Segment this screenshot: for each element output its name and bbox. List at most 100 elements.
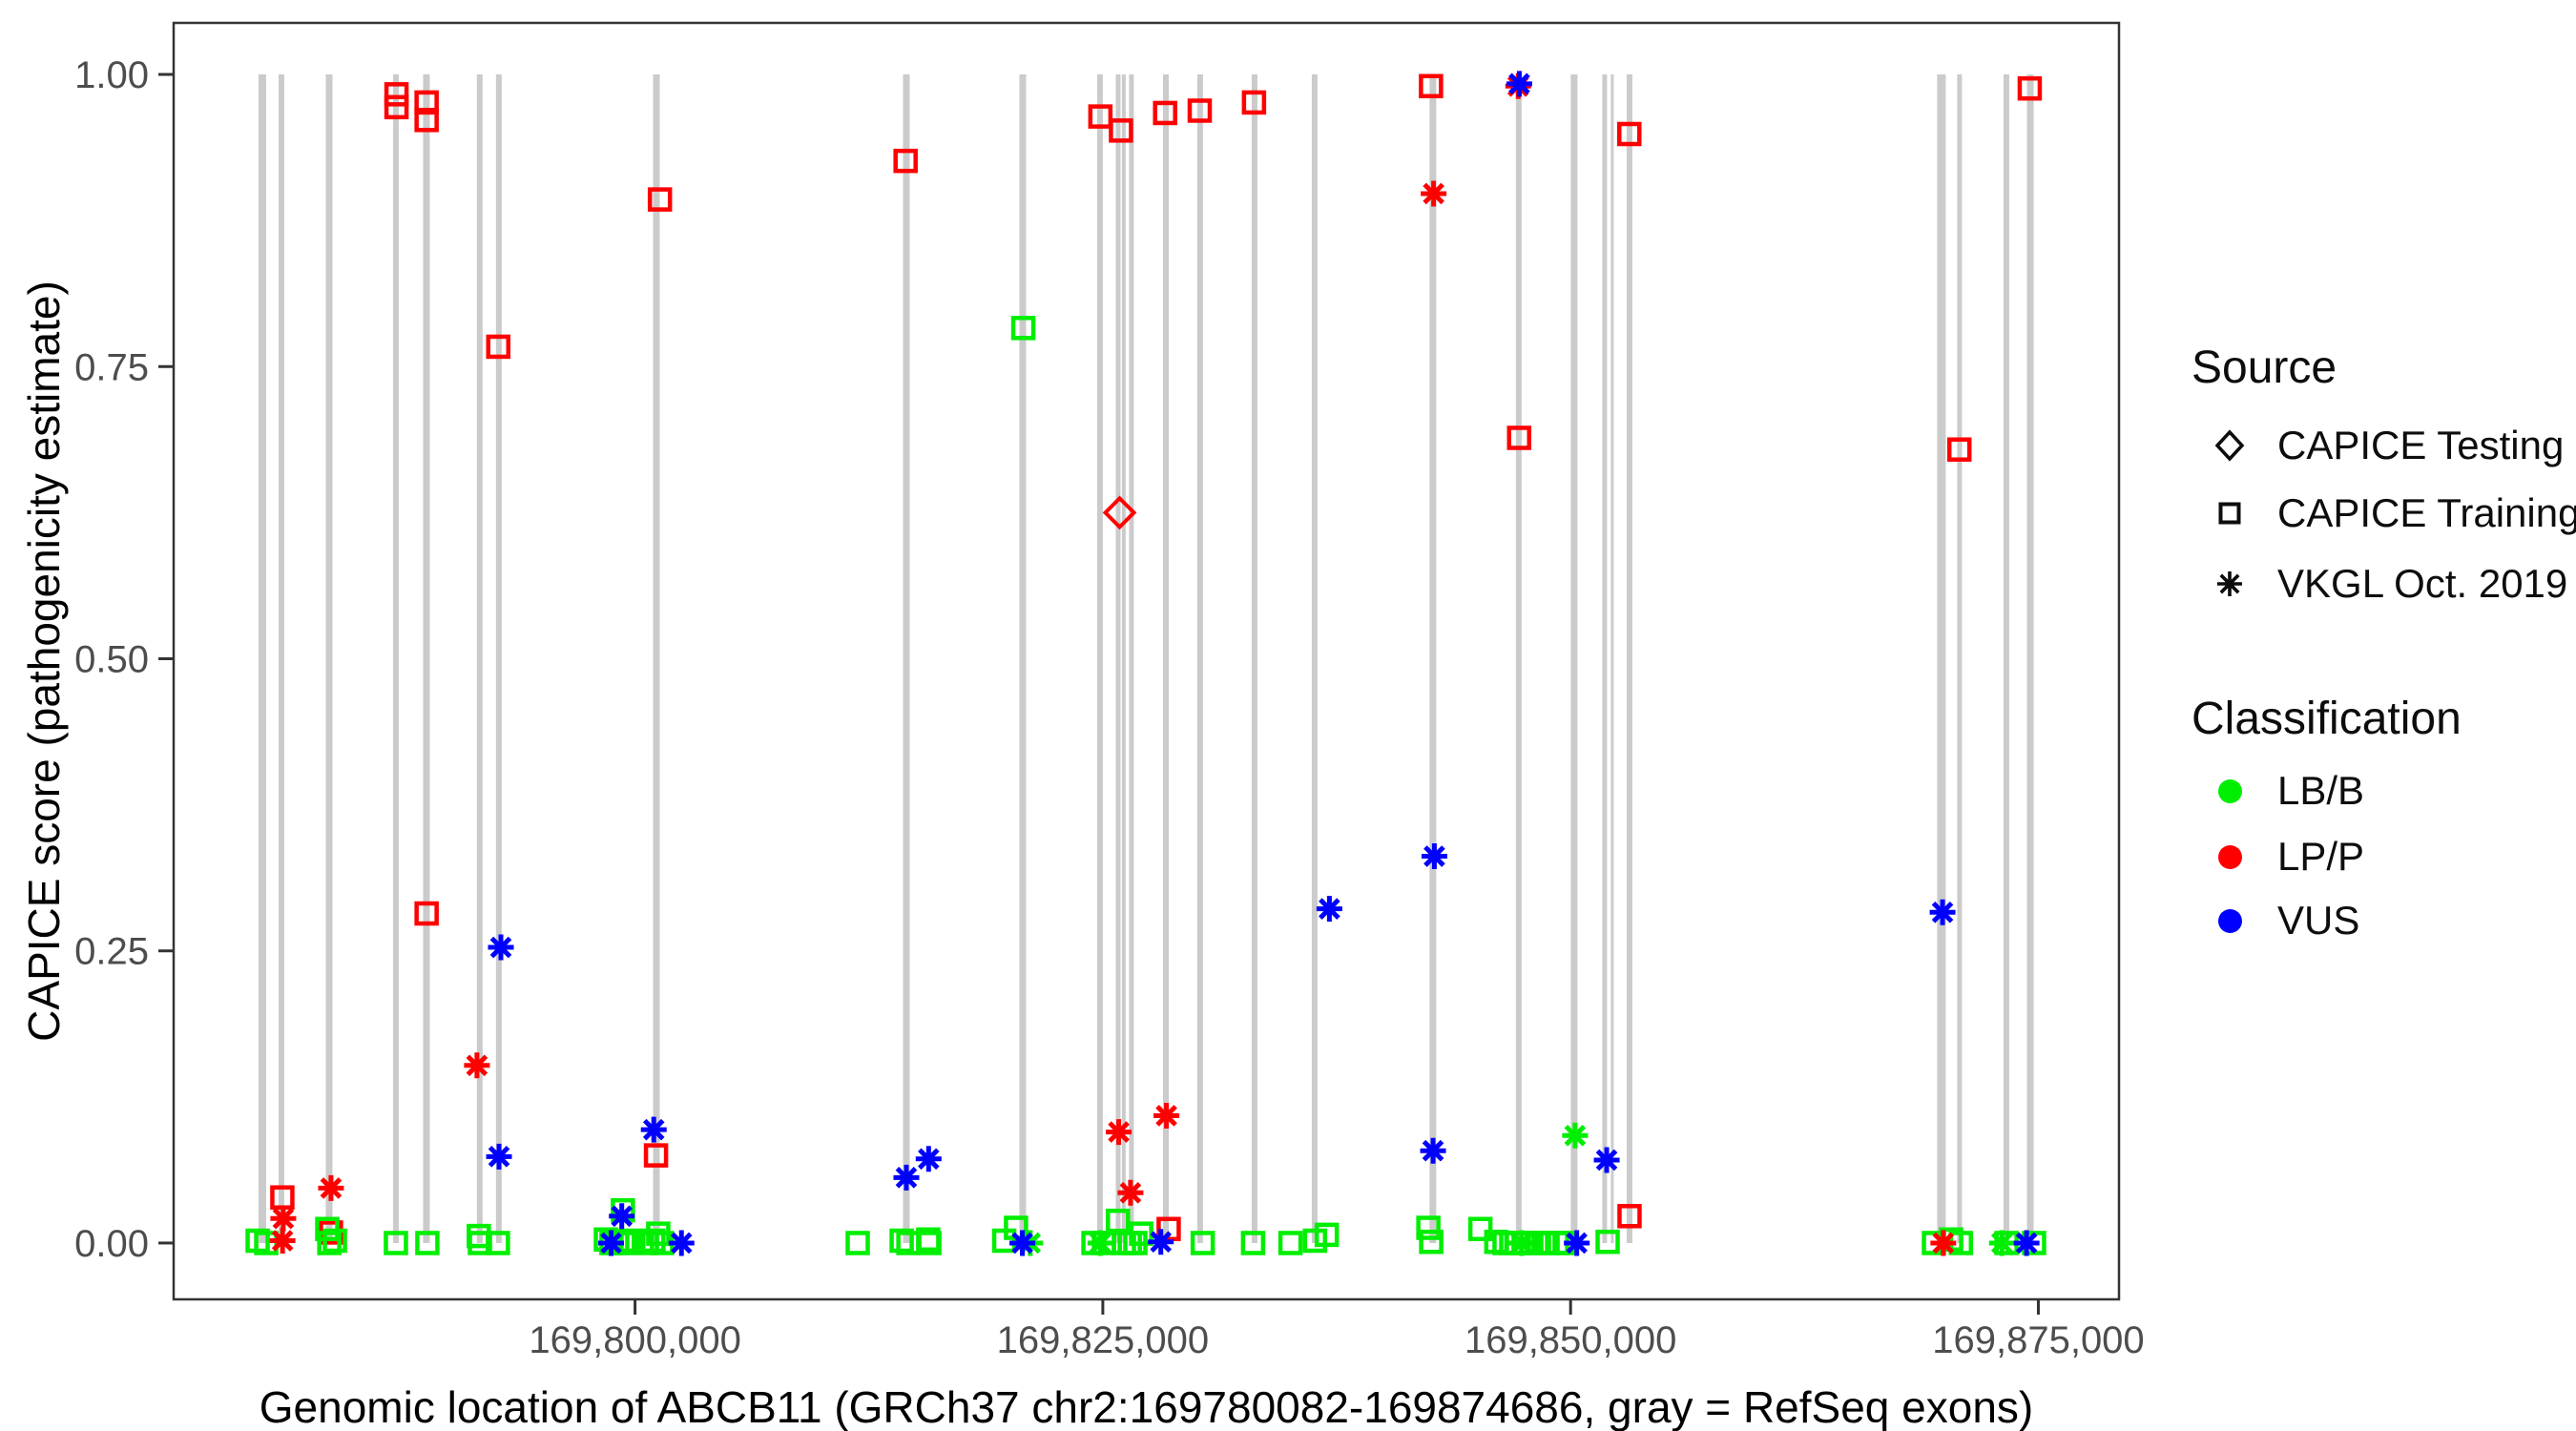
legend-item-label: LP/P <box>2277 834 2365 879</box>
data-point-square <box>414 901 439 926</box>
green-dot-icon <box>2199 778 2260 803</box>
data-point-square <box>415 1231 440 1255</box>
data-point-asterisk <box>609 1203 635 1230</box>
data-point-asterisk <box>1148 1229 1174 1255</box>
data-point-square <box>384 82 409 107</box>
data-point-square <box>414 90 439 115</box>
data-point-asterisk <box>668 1230 695 1256</box>
data-point-square <box>1595 1229 1620 1255</box>
data-point-asterisk <box>1106 1119 1132 1146</box>
data-point-asterisk <box>1421 180 1447 207</box>
data-point-square <box>845 1231 870 1255</box>
legend-item-label: VKGL Oct. 2019 <box>2277 561 2568 606</box>
data-point-square <box>322 1228 347 1254</box>
data-point-square <box>384 94 409 120</box>
data-point-square <box>486 1231 510 1255</box>
data-point-square <box>1190 1231 1215 1255</box>
data-point-asterisk <box>1929 899 1956 925</box>
data-point-square <box>1088 104 1113 129</box>
data-point-square <box>1617 121 1642 147</box>
x-axis-title: Genomic location of ABCB11 (GRCh37 chr2:… <box>259 1382 2034 1431</box>
y-tick-label: 0.50 <box>74 638 149 680</box>
refseq-exon-lines <box>258 74 2034 1243</box>
data-point-square <box>1314 1222 1340 1248</box>
axes: 169,800,000 169,825,000 169,850,000 169,875… <box>74 54 2145 1361</box>
legend-item-vkgl: VKGL Oct. 2019 <box>2199 555 2567 612</box>
data-point-asterisk <box>486 1143 512 1170</box>
data-point-diamond <box>1102 495 1137 530</box>
data-point-square <box>647 187 673 212</box>
asterisk-icon <box>2199 565 2260 603</box>
data-point-square <box>1278 1231 1303 1255</box>
legend-item-label: LB/B <box>2277 768 2365 813</box>
data-point-asterisk <box>1316 896 1342 923</box>
x-tick-label: 169,825,000 <box>997 1319 1209 1361</box>
panel-border <box>172 21 2121 1301</box>
data-point-square <box>384 1231 408 1255</box>
data-point-asterisk <box>1562 1122 1589 1149</box>
data-point-square <box>1187 98 1213 123</box>
data-point-asterisk <box>1506 71 1532 97</box>
y-tick-label: 0.25 <box>74 931 149 973</box>
data-point-square <box>1416 1215 1441 1240</box>
data-point-asterisk <box>1009 1230 1036 1256</box>
legend-item-vus: VUS <box>2199 892 2359 949</box>
data-point-square <box>1617 1204 1642 1229</box>
data-point-square <box>1106 1208 1131 1234</box>
data-point-square <box>1153 100 1177 126</box>
legend-item-lpp: LP/P <box>2199 828 2364 885</box>
y-axis-title: CAPICE score (pathogenicity estimate) <box>19 280 69 1042</box>
data-point-asterisk <box>2013 1230 2040 1256</box>
legend-item-lbb: LB/B <box>2199 762 2364 819</box>
data-point-square <box>1241 90 1267 115</box>
data-point-square <box>889 1228 914 1254</box>
y-tick-label: 0.75 <box>74 346 149 388</box>
data-point-square <box>1109 118 1133 143</box>
data-point-asterisk <box>1421 843 1447 870</box>
legend-item-label: VUS <box>2277 898 2360 943</box>
data-point-asterisk <box>1508 1230 1535 1256</box>
legend-item-label: CAPICE Testing <box>2277 423 2565 467</box>
legend-item-capice-training: CAPICE Training <box>2199 485 2576 542</box>
square-icon <box>2199 494 2260 532</box>
data-point-square <box>643 1143 669 1168</box>
data-point-asterisk <box>1930 1230 1957 1256</box>
data-point-asterisk <box>915 1146 942 1172</box>
data-point-asterisk <box>269 1228 296 1255</box>
data-point-square <box>1010 316 1036 341</box>
red-dot-icon <box>2199 844 2260 869</box>
data-point-square <box>917 1231 942 1255</box>
legend-item-label: CAPICE Training <box>2277 490 2576 535</box>
x-tick-label: 169,875,000 <box>1932 1319 2144 1361</box>
legend-classification-title: Classification <box>2192 694 2462 744</box>
y-tick-label: 1.00 <box>74 54 149 96</box>
data-point-square <box>1946 437 1972 462</box>
data-point-square <box>486 334 511 360</box>
data-point-square <box>893 148 918 174</box>
y-tick-label: 0.00 <box>74 1223 149 1265</box>
data-point-asterisk <box>1087 1230 1113 1256</box>
data-point-asterisk <box>1988 1230 2015 1256</box>
x-tick-label: 169,850,000 <box>1465 1319 1676 1361</box>
diamond-icon <box>2199 426 2260 465</box>
data-point-square <box>1467 1216 1493 1242</box>
data-point-square <box>2017 75 2043 101</box>
data-point-asterisk <box>1564 1230 1590 1256</box>
data-point-square <box>1419 1229 1444 1255</box>
data-point-asterisk <box>318 1174 344 1201</box>
data-point-square <box>1419 73 1444 99</box>
data-point-asterisk <box>270 1205 297 1232</box>
data-point-square <box>1506 425 1532 450</box>
legend-item-capice-testing: CAPICE Testing <box>2199 417 2564 474</box>
data-point-asterisk <box>598 1230 625 1256</box>
data-point-asterisk <box>1117 1179 1144 1206</box>
data-point-asterisk <box>1593 1147 1620 1173</box>
data-point-asterisk <box>464 1052 490 1079</box>
data-point-asterisk <box>1420 1137 1446 1164</box>
legend-source-title: Source <box>2192 342 2337 393</box>
data-point-square <box>414 108 439 133</box>
data-point-asterisk <box>640 1116 667 1143</box>
x-tick-label: 169,800,000 <box>529 1319 740 1361</box>
